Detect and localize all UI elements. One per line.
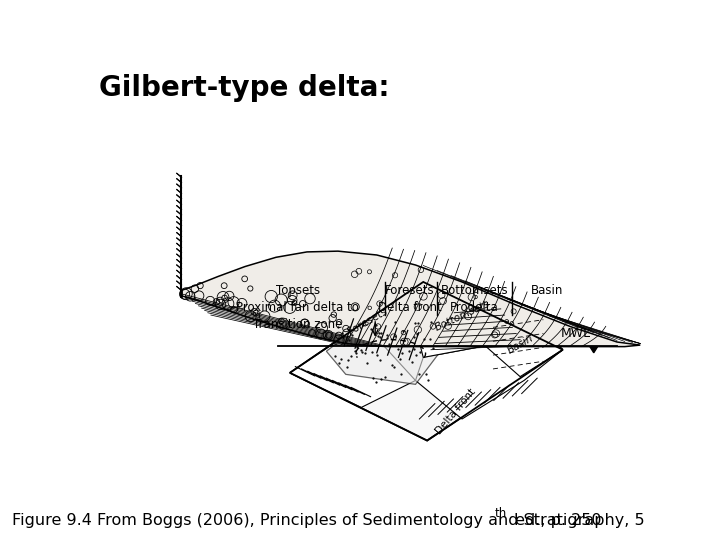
Polygon shape (326, 319, 438, 384)
Text: Basin: Basin (531, 284, 564, 297)
Text: Topsets
Proximal fan delta to
Transition zone: Topsets Proximal fan delta to Transition… (236, 284, 359, 331)
Text: Delta front: Delta front (434, 387, 477, 437)
Polygon shape (415, 346, 563, 419)
Polygon shape (485, 315, 563, 377)
Text: Foresets
Delta front: Foresets Delta front (378, 284, 442, 314)
Polygon shape (590, 347, 598, 353)
Polygon shape (415, 303, 563, 357)
Polygon shape (290, 338, 415, 408)
Text: Foresets: Foresets (346, 306, 389, 336)
Text: th: th (495, 507, 507, 520)
Text: Gilbert-type delta:: Gilbert-type delta: (99, 74, 390, 102)
Text: ed., p. 250: ed., p. 250 (510, 513, 602, 528)
Text: Bottomsets: Bottomsets (433, 298, 491, 333)
Text: Figure 9.4 From Boggs (2006), Principles of Sedimentology and Stratigraphy, 5: Figure 9.4 From Boggs (2006), Principles… (12, 513, 644, 528)
Text: Basin: Basin (505, 333, 535, 355)
Text: MWL: MWL (561, 327, 591, 340)
Polygon shape (290, 282, 563, 441)
Text: Bottomsets
Prodelta: Bottomsets Prodelta (441, 284, 508, 314)
Polygon shape (181, 251, 640, 347)
